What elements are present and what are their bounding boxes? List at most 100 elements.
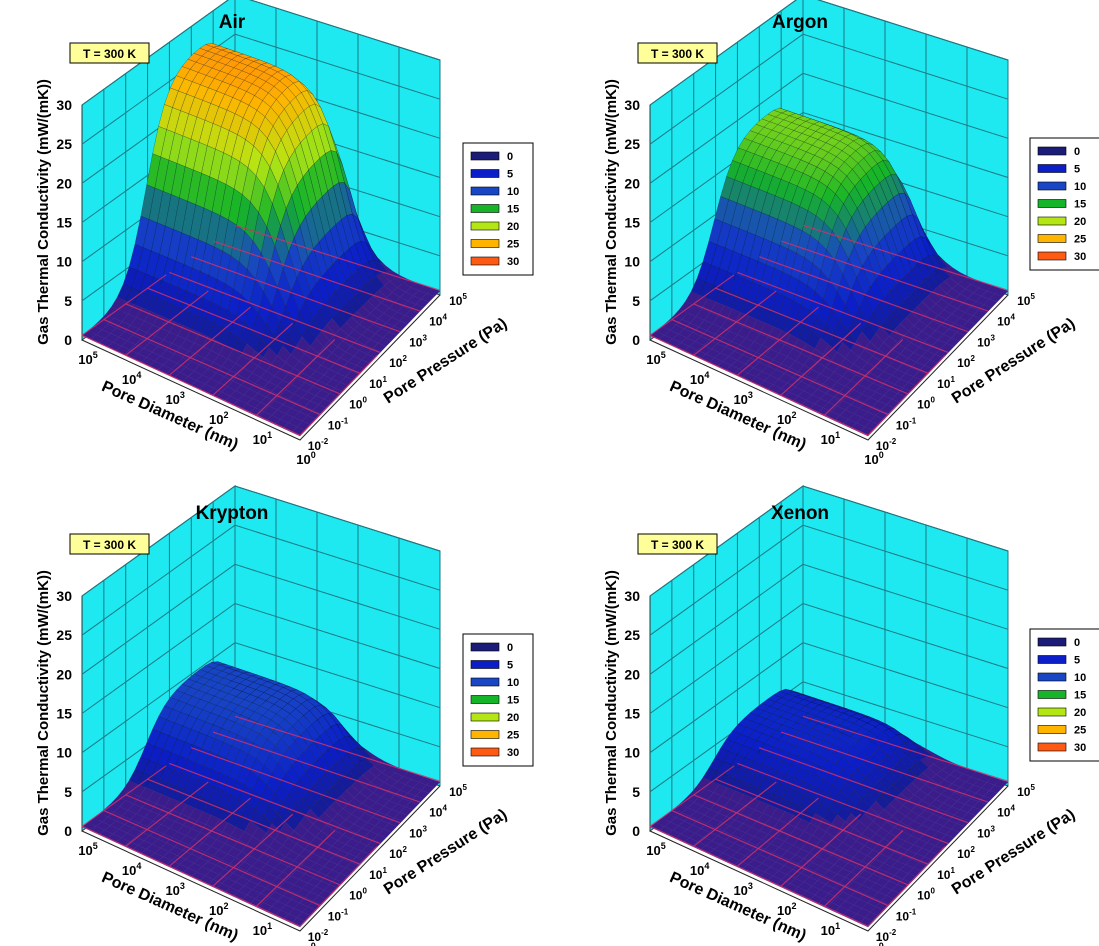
floor-gridline xyxy=(780,240,989,312)
floor-gridline xyxy=(169,271,381,354)
legend-label: 30 xyxy=(1074,251,1086,263)
floor-gridline xyxy=(81,334,301,436)
y-tick-label: 10-2 xyxy=(876,928,897,944)
z-tick-label: 0 xyxy=(64,823,72,839)
floor-gridline xyxy=(147,778,361,865)
floor-gridline xyxy=(212,322,294,396)
legend-swatch xyxy=(470,239,500,248)
y-tick-label: 102 xyxy=(957,845,975,861)
z-tick-label: 5 xyxy=(64,784,72,800)
legend-swatch xyxy=(470,660,500,669)
y-tick-label: 10-1 xyxy=(328,416,349,432)
z-tick-label: 20 xyxy=(624,175,640,191)
z-tick-label: 20 xyxy=(56,175,72,191)
z-tick-label: 25 xyxy=(56,627,72,643)
legend-swatch xyxy=(1037,146,1067,156)
legend-swatch xyxy=(470,204,500,213)
x-tick-label: 100 xyxy=(864,941,883,946)
floor-gridline xyxy=(125,303,341,395)
y-tick-label: 10-1 xyxy=(896,907,917,923)
z-tick-label: 15 xyxy=(624,215,640,231)
z-tick-label: 20 xyxy=(624,666,640,682)
legend-label: 0 xyxy=(1074,146,1080,158)
legend-label: 20 xyxy=(507,712,519,724)
wall-gridline xyxy=(81,0,441,106)
floor-gridline xyxy=(299,355,378,436)
svg-text:T = 300 K: T = 300 K xyxy=(651,47,704,61)
legend-swatch xyxy=(1037,707,1067,717)
legend-label: 15 xyxy=(507,204,519,216)
floor-gridline xyxy=(649,765,735,827)
x-tick-label: 101 xyxy=(253,921,272,938)
legend-swatch xyxy=(470,221,500,231)
temperature-annotation: T = 300 K xyxy=(69,533,150,555)
surface-mesh xyxy=(81,42,441,437)
floor-gridline xyxy=(234,715,441,782)
floor-gridline xyxy=(649,334,869,436)
floor-gridline xyxy=(212,731,421,803)
legend-swatch xyxy=(1037,199,1067,208)
legend-swatch xyxy=(470,186,500,196)
floor-gridline xyxy=(671,810,889,907)
x-tick-label: 105 xyxy=(646,841,665,858)
legend-swatch xyxy=(1037,251,1067,261)
floor-gridline xyxy=(649,274,735,336)
x-tick-label: 105 xyxy=(646,350,665,367)
floor-gridline xyxy=(212,240,421,312)
box-edge xyxy=(649,294,1009,441)
box-edge xyxy=(649,785,1009,932)
floor-gridline xyxy=(715,287,929,374)
legend-label: 5 xyxy=(507,169,513,181)
floor-gridline xyxy=(168,797,251,867)
z-tick-label: 25 xyxy=(624,136,640,152)
legend-swatch xyxy=(1037,216,1067,226)
legend-swatch xyxy=(470,151,500,161)
z-tick-label: 10 xyxy=(624,254,640,270)
floor-gridline xyxy=(81,274,167,336)
x-tick-label: 101 xyxy=(253,430,272,447)
z-axis-label: Gas Thermal Conductivity (mW/(mK)) xyxy=(35,570,52,836)
color-legend: 0 5 10 15 20 25 30 xyxy=(1029,628,1099,762)
chart-title: Air xyxy=(219,12,246,33)
floor-gridline xyxy=(823,829,904,907)
legend-label: 5 xyxy=(1074,164,1080,176)
legend-swatch xyxy=(1037,725,1067,734)
floor-gridline xyxy=(191,747,401,824)
svg-text:T = 300 K: T = 300 K xyxy=(83,538,136,552)
y-tick-label: 100 xyxy=(917,396,935,412)
floor-gridline xyxy=(693,290,777,356)
legend-label: 30 xyxy=(507,256,519,268)
z-tick-label: 25 xyxy=(624,627,640,643)
legend-swatch xyxy=(1037,655,1067,664)
floor-gridline xyxy=(693,303,909,395)
floor-gridline xyxy=(103,319,321,416)
floor-gridline xyxy=(780,322,862,396)
z-tick-label: 5 xyxy=(64,293,72,309)
y-tick-label: 10-1 xyxy=(328,907,349,923)
floor-gridline xyxy=(693,794,909,886)
floor-gridline xyxy=(867,355,946,436)
x-tick-label: 105 xyxy=(78,841,97,858)
floor-gridline xyxy=(780,813,862,887)
legend-swatch xyxy=(470,712,500,722)
floor-gridline xyxy=(212,813,294,887)
chart-title: Krypton xyxy=(196,503,269,524)
floor-gridline xyxy=(81,765,167,827)
z-axis-label: Gas Thermal Conductivity (mW/(mK)) xyxy=(603,570,620,836)
legend-swatch xyxy=(1037,181,1067,191)
y-tick-label: 105 xyxy=(449,292,467,308)
legend-label: 0 xyxy=(507,151,513,163)
floor-gridline xyxy=(737,271,949,354)
legend-label: 0 xyxy=(507,642,513,654)
z-tick-label: 10 xyxy=(56,254,72,270)
temperature-annotation: T = 300 K xyxy=(69,42,150,64)
temperature-annotation: T = 300 K xyxy=(637,533,718,555)
y-tick-label: 105 xyxy=(1017,783,1035,799)
surface-mesh xyxy=(649,688,1009,928)
z-axis-label: Gas Thermal Conductivity (mW/(mK)) xyxy=(35,79,52,345)
legend-label: 0 xyxy=(1074,637,1080,649)
